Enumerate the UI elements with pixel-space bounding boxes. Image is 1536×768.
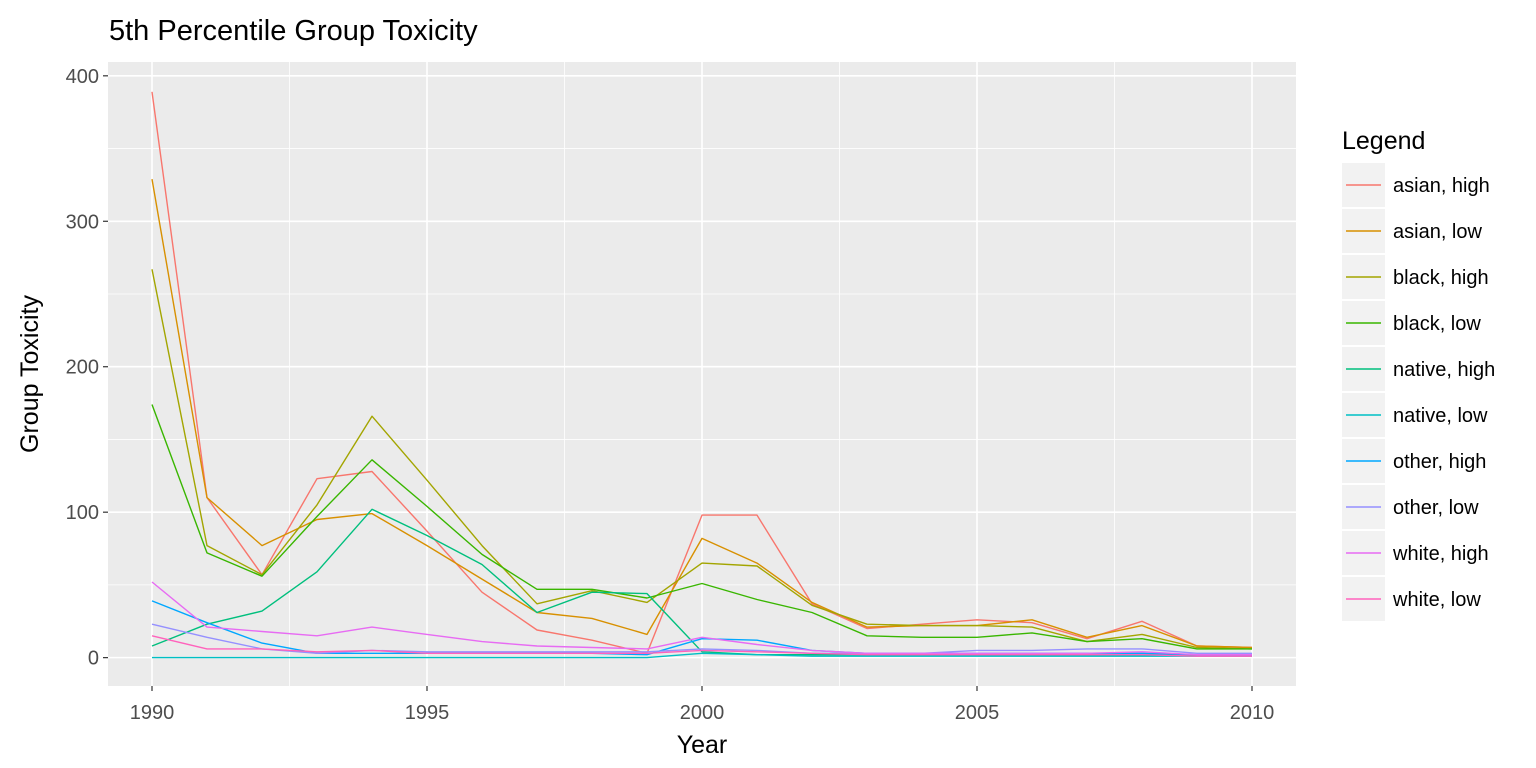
x-tick-label: 2000	[680, 702, 725, 724]
legend-label: black, high	[1393, 267, 1489, 289]
legend-title: Legend	[1342, 127, 1425, 155]
x-tick-label: 1995	[405, 702, 450, 724]
x-axis-title: Year	[677, 731, 728, 759]
series-lines	[151, 91, 1253, 659]
x-tick-label: 1990	[130, 702, 175, 724]
legend-label: other, low	[1393, 497, 1479, 519]
series-line-7	[151, 623, 1252, 654]
y-axis: 0 100 200 300 400	[66, 66, 108, 670]
y-tick-label: 400	[66, 66, 99, 88]
legend-label: native, low	[1393, 405, 1488, 427]
chart-title: 5th Percentile Group Toxicity	[109, 15, 478, 47]
y-axis-title: Group Toxicity	[16, 295, 44, 453]
legend-label: black, low	[1393, 313, 1481, 335]
series-line-3	[151, 404, 1252, 650]
series-line-2	[151, 269, 1253, 650]
series-line-1	[151, 178, 1253, 649]
legend-label: native, high	[1393, 359, 1495, 381]
y-tick-label: 0	[88, 648, 99, 670]
x-axis: 1990 1995 2000 2005 2010	[130, 686, 1275, 724]
y-tick-label: 100	[66, 502, 99, 524]
major-gridlines	[108, 62, 1296, 686]
y-tick-label: 200	[66, 357, 99, 379]
x-tick-label: 2010	[1230, 702, 1275, 724]
legend-label: white, high	[1392, 543, 1489, 565]
legend-label: white, low	[1392, 589, 1481, 611]
legend: Legend asian, high asian, low black, high b…	[1342, 127, 1495, 621]
series-line-5	[152, 652, 1252, 659]
y-tick-label: 300	[66, 211, 99, 233]
x-tick-label: 2005	[955, 702, 1000, 724]
legend-label: asian, high	[1393, 175, 1490, 197]
legend-label: other, high	[1393, 451, 1486, 473]
series-line-8	[151, 581, 1252, 656]
series-line-9	[151, 635, 1252, 657]
legend-label: asian, low	[1393, 221, 1482, 243]
